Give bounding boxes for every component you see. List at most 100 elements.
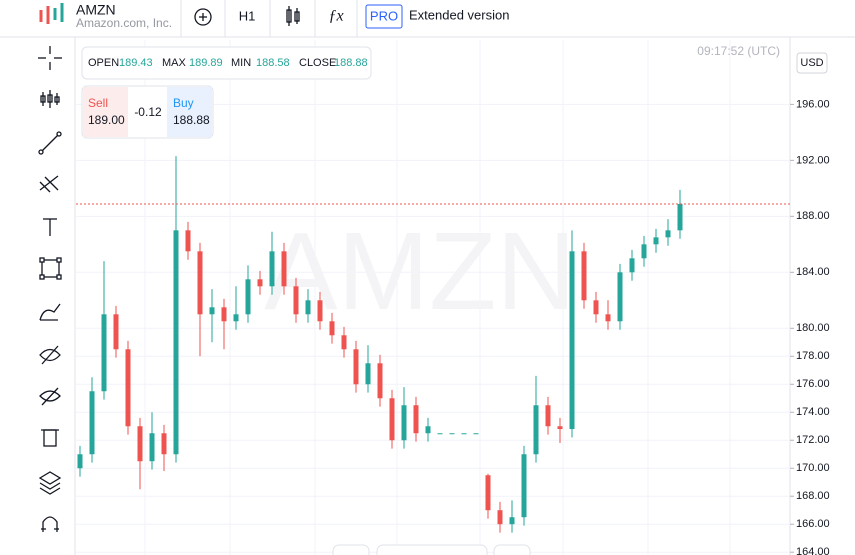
sell-price[interactable]: 189.00 [88, 113, 125, 127]
y-tick-label: 166.00 [796, 518, 830, 530]
y-tick-label: 174.00 [796, 406, 830, 418]
candle-body [665, 230, 671, 238]
candle-body [677, 204, 683, 231]
candle-body [389, 398, 395, 441]
candle-body [449, 433, 455, 435]
buy-button[interactable] [167, 87, 212, 137]
candle-body [557, 426, 563, 430]
top-bar [0, 0, 855, 37]
delete-tool[interactable] [41, 429, 59, 447]
candle-body [137, 426, 143, 462]
candle-body [377, 363, 383, 399]
y-tick-label: 178.00 [796, 350, 830, 362]
layers-tool[interactable] [38, 471, 62, 495]
y-tick-label: 172.00 [796, 434, 830, 446]
min-label: MIN [231, 57, 251, 69]
hide-labels-tool[interactable] [39, 387, 61, 406]
candle-body [125, 349, 131, 427]
candle-body [605, 314, 611, 322]
hide-tool[interactable] [39, 345, 61, 365]
crosshair-tool[interactable] [38, 46, 62, 70]
currency-label[interactable]: USD [800, 57, 823, 69]
shape-tool[interactable] [39, 257, 62, 280]
fib-tool[interactable] [39, 175, 59, 193]
close-value: 188.88 [334, 57, 368, 69]
max-label: MAX [162, 57, 187, 69]
sell-label[interactable]: Sell [88, 96, 108, 110]
y-tick-label: 168.00 [796, 490, 830, 502]
pro-box[interactable] [365, 4, 403, 29]
candle-body [593, 300, 599, 315]
candle-body [161, 433, 167, 455]
indicators-button[interactable]: ƒx [328, 8, 343, 25]
candle-body [485, 475, 491, 511]
candle-body [245, 279, 251, 315]
candle-body [89, 391, 95, 455]
pro-label[interactable]: PRO [370, 8, 398, 23]
buy-price[interactable]: 188.88 [173, 113, 210, 127]
candle-body [509, 517, 515, 525]
min-value: 188.58 [256, 57, 290, 69]
toolbar [38, 46, 62, 532]
max-value: 189.89 [189, 57, 223, 69]
bottom-button[interactable] [493, 544, 531, 555]
text-tool[interactable] [43, 218, 57, 236]
y-tick-label: 164.00 [796, 546, 830, 555]
y-tick-label: 188.00 [796, 210, 830, 222]
logo [39, 3, 64, 24]
candle-body [101, 314, 107, 392]
y-tick-label: 192.00 [796, 154, 830, 166]
candle-body [437, 433, 443, 435]
extended-label[interactable]: Extended version [409, 7, 509, 22]
candle-body [305, 300, 311, 315]
candle-body [221, 307, 227, 322]
y-tick-label: 176.00 [796, 378, 830, 390]
currency-box[interactable] [796, 52, 828, 74]
company: Amazon.com, Inc. [76, 16, 172, 30]
candle-body [641, 244, 647, 259]
candle-body [77, 454, 83, 469]
candle-body [497, 510, 503, 525]
bottom-button[interactable] [376, 544, 488, 555]
watermark: AMZN [264, 210, 576, 333]
sell-button[interactable] [83, 87, 128, 137]
candle-body [341, 335, 347, 350]
chart-type-button[interactable] [286, 6, 300, 26]
separators [180, 0, 358, 37]
close-label: CLOSE [299, 57, 336, 69]
compare-button[interactable] [194, 8, 212, 26]
trendline-tool[interactable] [38, 131, 62, 155]
candle-body [425, 426, 431, 434]
candle-body [545, 405, 551, 427]
candle-body [365, 363, 371, 385]
candle-body [581, 251, 587, 301]
candle-body [113, 314, 119, 350]
symbol[interactable]: AMZN [76, 2, 116, 18]
candle-body [617, 272, 623, 322]
y-tick-label: 180.00 [796, 322, 830, 334]
candle-body [293, 286, 299, 315]
candle-body [413, 405, 419, 434]
candle-body [629, 258, 635, 273]
candle-body [317, 300, 323, 322]
interval-button[interactable]: H1 [239, 8, 256, 23]
bottom-button[interactable] [332, 544, 370, 555]
candle-body [173, 230, 179, 455]
open-label: OPEN [88, 57, 119, 69]
candle-body [233, 314, 239, 322]
candle-body [473, 433, 479, 435]
indicator-tool[interactable] [40, 90, 60, 108]
buy-label[interactable]: Buy [173, 96, 194, 110]
candle-body [257, 279, 263, 287]
y-tick-label: 170.00 [796, 462, 830, 474]
brush-tool[interactable] [39, 303, 61, 321]
plot: 196.00 192.00 188.00 184.00 180.00 178.00 176.… [76, 40, 830, 555]
magnet-tool[interactable] [41, 516, 59, 532]
candle-body [401, 405, 407, 441]
candle-body [209, 307, 215, 315]
bottom-buttons [332, 544, 531, 555]
candle-body [281, 251, 287, 287]
candle-body [533, 405, 539, 455]
